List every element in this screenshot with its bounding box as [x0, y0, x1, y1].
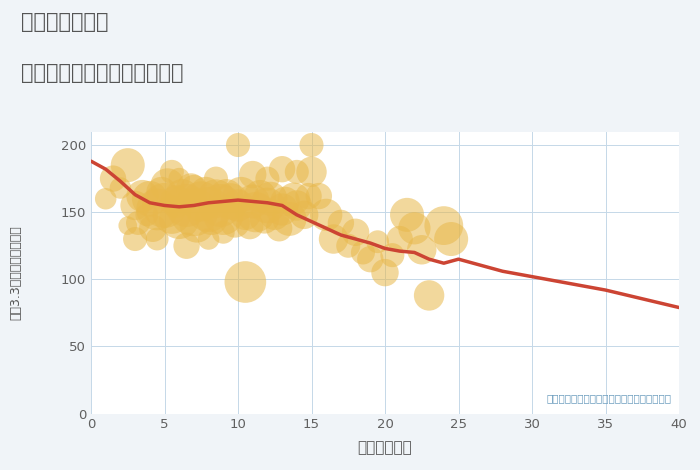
Point [247, 171, 258, 178]
Point [265, 195, 276, 203]
Point [314, 192, 325, 200]
Point [386, 251, 398, 259]
Point [358, 249, 369, 256]
Point [130, 202, 141, 209]
Point [259, 215, 270, 223]
Point [167, 211, 178, 219]
Point [250, 208, 261, 216]
Point [232, 141, 244, 149]
Point [306, 168, 317, 176]
Point [122, 161, 133, 169]
Point [108, 175, 119, 182]
Point [276, 165, 288, 173]
Point [291, 168, 302, 176]
Point [284, 215, 295, 223]
Point [210, 195, 221, 203]
Point [402, 211, 413, 219]
Point [186, 184, 197, 192]
Point [321, 211, 332, 219]
Point [144, 195, 155, 203]
Point [215, 202, 226, 209]
Point [225, 198, 237, 205]
Point [335, 219, 346, 227]
Point [350, 228, 361, 236]
Point [230, 219, 241, 227]
Point [162, 181, 173, 189]
Point [181, 202, 192, 209]
Point [174, 215, 185, 223]
Point [203, 206, 214, 213]
Point [176, 192, 188, 200]
Point [247, 198, 258, 205]
Text: 坪（3.3㎡）単価（万円）: 坪（3.3㎡）単価（万円） [9, 225, 22, 320]
Point [191, 222, 202, 229]
Point [343, 242, 354, 250]
Text: 神奈川県栗平駅: 神奈川県栗平駅 [21, 12, 108, 32]
X-axis label: 築年数（年）: 築年数（年） [358, 440, 412, 455]
Point [239, 211, 251, 219]
Point [235, 191, 246, 198]
Point [262, 202, 273, 209]
Point [262, 175, 273, 182]
Point [306, 141, 317, 149]
Point [100, 195, 111, 203]
Point [147, 225, 158, 232]
Point [424, 292, 435, 299]
Point [156, 188, 167, 196]
Point [141, 211, 153, 219]
Point [167, 168, 178, 176]
Point [446, 235, 457, 243]
Point [379, 269, 391, 276]
Point [159, 202, 170, 209]
Point [218, 211, 229, 219]
Point [394, 235, 405, 243]
Point [232, 202, 244, 209]
Point [115, 184, 126, 192]
Point [279, 198, 290, 205]
Point [195, 198, 207, 205]
Point [288, 195, 300, 203]
Point [274, 225, 285, 232]
Point [122, 222, 133, 229]
Text: 築年数別中古マンション価格: 築年数別中古マンション価格 [21, 63, 183, 84]
Point [200, 188, 211, 196]
Point [151, 235, 162, 243]
Point [174, 175, 185, 182]
Point [206, 215, 217, 223]
Point [239, 278, 251, 286]
Text: 円の大きさは、取引のあった物件面積を示す: 円の大きさは、取引のあった物件面積を示す [547, 393, 672, 403]
Point [130, 235, 141, 243]
Point [255, 192, 266, 200]
Point [132, 219, 144, 227]
Point [328, 235, 340, 243]
Point [269, 211, 280, 219]
Point [220, 192, 232, 200]
Point [372, 238, 384, 245]
Point [203, 235, 214, 243]
Point [151, 206, 162, 213]
Point [303, 192, 314, 200]
Point [218, 228, 229, 236]
Point [188, 184, 199, 192]
Point [181, 242, 192, 250]
Point [298, 211, 309, 219]
Point [210, 175, 221, 182]
Point [291, 202, 302, 209]
Point [365, 255, 376, 263]
Point [244, 222, 256, 229]
Point [188, 208, 199, 216]
Point [136, 192, 148, 200]
Point [409, 225, 420, 232]
Point [171, 198, 182, 205]
Point [276, 206, 288, 213]
Point [438, 222, 449, 229]
Point [416, 246, 427, 253]
